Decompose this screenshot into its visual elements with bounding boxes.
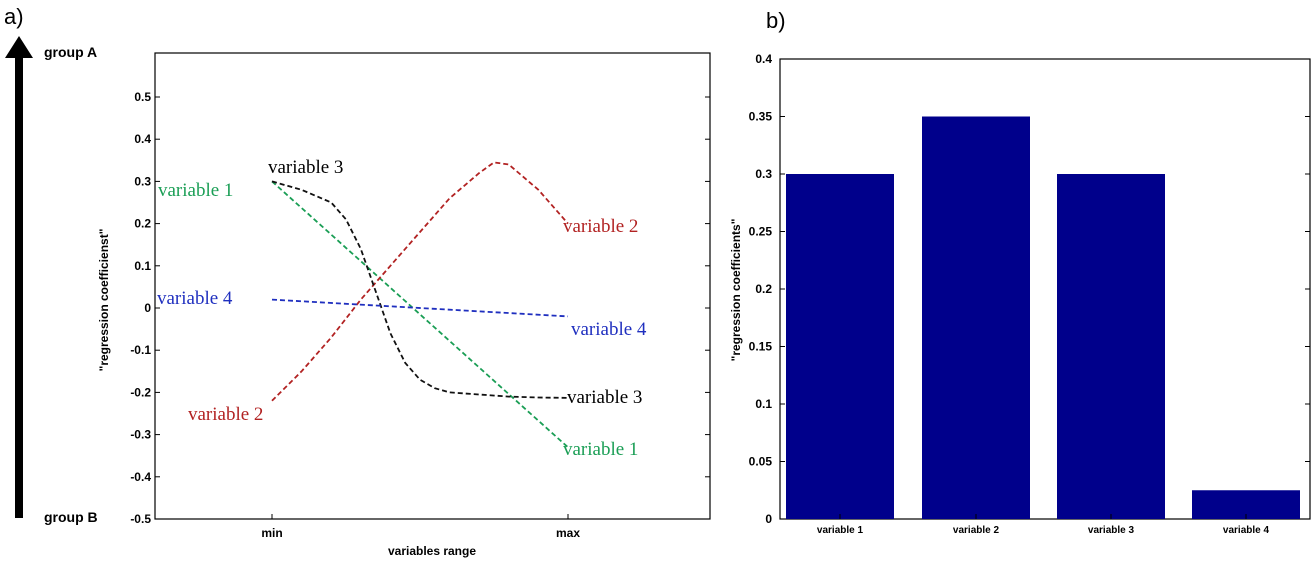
series-line-2 xyxy=(271,161,569,402)
series-end-label: variable 2 xyxy=(563,216,638,237)
y-tick-label: -0.4 xyxy=(130,470,151,484)
line-chart: -0.5 -0.4 -0.3 -0.2 -0.1 0 0.1 0.2 0.3 0.4 0.5 min… xyxy=(97,52,711,558)
group-a-label: group A xyxy=(44,44,97,60)
y-tick-label: 0 xyxy=(144,301,151,315)
series-line-3 xyxy=(271,180,569,399)
y-tick-label: 0.4 xyxy=(134,132,151,146)
y-tick-label: 0.35 xyxy=(749,110,773,124)
y-tick-label: 0.15 xyxy=(749,340,773,354)
line-chart-frame xyxy=(154,52,711,520)
y-tick-label: -0.3 xyxy=(130,428,151,442)
y-tick-label: 0.1 xyxy=(755,397,772,411)
y-tick-label: 0.3 xyxy=(134,174,151,188)
bar-chart-x-ticks: variable 1 variable 2 variable 3 variable 4 xyxy=(817,514,1270,536)
series-start-label: variable 1 xyxy=(158,180,233,201)
panel-b-label: b) xyxy=(766,8,786,33)
y-tick-label: 0.5 xyxy=(134,90,151,104)
group-arrow xyxy=(5,36,33,518)
line-chart-x-axis-title: variables range xyxy=(388,544,476,558)
y-tick-label: 0.2 xyxy=(755,282,772,296)
line-chart-series xyxy=(271,161,569,448)
y-tick-label: 0.25 xyxy=(749,225,773,239)
series-line-4 xyxy=(271,298,569,318)
x-tick-label: min xyxy=(261,526,282,540)
line-chart-y-axis-title: "regression coefficienst" xyxy=(97,229,111,372)
bar-chart-y-ticks: 0 0.05 0.1 0.15 0.2 0.25 0.3 0.35 0.4 xyxy=(749,52,1310,526)
x-tick-label: variable 3 xyxy=(1088,525,1135,536)
x-tick-label: variable 1 xyxy=(817,525,864,536)
y-tick-label: -0.5 xyxy=(130,512,151,526)
bar-2 xyxy=(922,116,1030,519)
y-tick-label: 0 xyxy=(765,512,772,526)
y-tick-label: 0.2 xyxy=(134,217,151,231)
series-start-label: variable 2 xyxy=(188,404,263,425)
line-chart-series-labels: variable 1 variable 1 variable 2 variable 2… xyxy=(157,157,647,460)
series-start-label: variable 3 xyxy=(268,157,343,178)
series-end-label: variable 1 xyxy=(563,439,638,460)
y-tick-label: 0.3 xyxy=(755,167,772,181)
x-tick-label: variable 2 xyxy=(953,525,1000,536)
y-tick-label: -0.1 xyxy=(130,343,151,357)
bar-chart-bars xyxy=(786,116,1300,519)
bar-3 xyxy=(1057,174,1165,519)
x-tick-label: max xyxy=(556,526,580,540)
line-chart-y-ticks: -0.5 -0.4 -0.3 -0.2 -0.1 0 0.1 0.2 0.3 0.4 0.5 xyxy=(130,90,710,526)
series-line-1 xyxy=(271,180,569,448)
x-tick-label: variable 4 xyxy=(1223,525,1270,536)
group-b-label: group B xyxy=(44,509,98,525)
y-tick-label: 0.1 xyxy=(134,259,151,273)
series-end-label: variable 3 xyxy=(567,387,642,408)
series-end-label: variable 4 xyxy=(571,319,647,340)
line-chart-x-ticks: min max xyxy=(261,514,580,540)
y-tick-label: 0.05 xyxy=(749,455,773,469)
y-tick-label: 0.4 xyxy=(755,52,772,66)
series-start-label: variable 4 xyxy=(157,288,233,309)
panel-a-label: a) xyxy=(4,4,24,29)
bar-chart: 0 0.05 0.1 0.15 0.2 0.25 0.3 0.35 0.4 variable 1… xyxy=(729,52,1311,536)
bar-chart-y-axis-title: "regression coefficients" xyxy=(729,219,743,362)
y-tick-label: -0.2 xyxy=(130,385,151,399)
bar-1 xyxy=(786,174,894,519)
